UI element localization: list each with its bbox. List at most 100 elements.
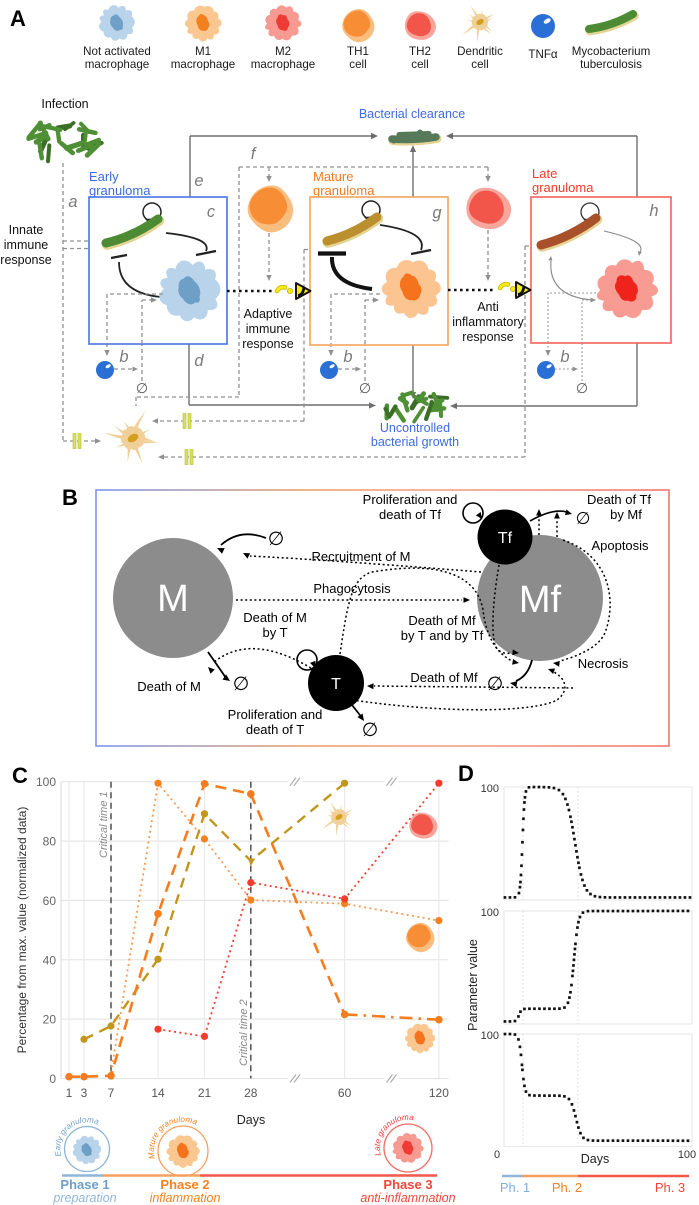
svg-text:Death of Mf: Death of Mf bbox=[410, 670, 478, 685]
svg-text:e: e bbox=[194, 172, 203, 190]
svg-text:response: response bbox=[242, 337, 293, 351]
svg-text:Phase 1: Phase 1 bbox=[60, 1177, 109, 1192]
svg-text:b: b bbox=[343, 348, 352, 366]
svg-text:Critical time 1: Critical time 1 bbox=[98, 791, 110, 858]
svg-text:Mycobacterium: Mycobacterium bbox=[572, 45, 651, 58]
svg-text:120: 120 bbox=[429, 1086, 449, 1100]
svg-text:100: 100 bbox=[481, 907, 499, 919]
svg-text:Apoptosis: Apoptosis bbox=[591, 538, 649, 553]
svg-text:Parameter value: Parameter value bbox=[466, 939, 480, 1031]
svg-text:Anti: Anti bbox=[477, 300, 499, 314]
svg-text:7: 7 bbox=[108, 1086, 115, 1100]
svg-text:g: g bbox=[432, 204, 442, 222]
svg-text:Mature: Mature bbox=[313, 169, 353, 184]
svg-text:M1: M1 bbox=[195, 45, 211, 58]
svg-text:Phagocytosis: Phagocytosis bbox=[313, 581, 391, 596]
svg-text:Ph. 3: Ph. 3 bbox=[655, 1180, 685, 1195]
svg-text:100: 100 bbox=[481, 783, 499, 795]
svg-text:0: 0 bbox=[49, 1072, 56, 1086]
svg-text:3: 3 bbox=[81, 1086, 88, 1100]
svg-text:14: 14 bbox=[151, 1086, 165, 1100]
svg-text:granuloma: granuloma bbox=[89, 183, 151, 198]
svg-text:by T and by Tf: by T and by Tf bbox=[401, 628, 484, 643]
svg-text:bacterial growth: bacterial growth bbox=[371, 435, 459, 449]
svg-text:death of Tf: death of Tf bbox=[379, 507, 441, 522]
svg-text:d: d bbox=[194, 352, 204, 370]
svg-text:Recruitment of M: Recruitment of M bbox=[312, 549, 411, 564]
svg-text:inflammation: inflammation bbox=[150, 1191, 221, 1205]
svg-text:TNFα: TNFα bbox=[528, 48, 558, 61]
svg-text:Death of M: Death of M bbox=[137, 679, 201, 694]
svg-text:b: b bbox=[560, 348, 569, 366]
svg-text:by Mf: by Mf bbox=[610, 507, 642, 522]
svg-text:Phase 2: Phase 2 bbox=[160, 1177, 209, 1192]
svg-text:inflammatory: inflammatory bbox=[452, 315, 524, 329]
svg-text:∅: ∅ bbox=[268, 529, 285, 550]
svg-text:tuberculosis: tuberculosis bbox=[580, 58, 642, 71]
svg-text:Early: Early bbox=[89, 169, 119, 184]
svg-text:granuloma: granuloma bbox=[313, 183, 375, 198]
svg-text:c: c bbox=[207, 203, 216, 221]
svg-text:Bacterial clearance: Bacterial clearance bbox=[359, 107, 465, 121]
svg-text:∅: ∅ bbox=[576, 380, 588, 396]
svg-text:M2: M2 bbox=[275, 45, 291, 58]
svg-text:100: 100 bbox=[678, 1149, 696, 1161]
svg-text:by T: by T bbox=[262, 625, 287, 640]
svg-text:0: 0 bbox=[494, 1149, 500, 1161]
svg-text:∅: ∅ bbox=[359, 380, 371, 396]
svg-text:macrophage: macrophage bbox=[171, 58, 235, 71]
svg-text:death of T: death of T bbox=[246, 722, 304, 737]
svg-text:Days: Days bbox=[237, 1113, 265, 1127]
svg-text:Percentage from max. value (no: Percentage from max. value (normalized d… bbox=[15, 807, 29, 1054]
svg-text:b: b bbox=[119, 348, 128, 366]
svg-text:h: h bbox=[649, 202, 658, 220]
svg-text:∅: ∅ bbox=[487, 674, 504, 695]
svg-text:60: 60 bbox=[43, 894, 57, 908]
svg-text:macrophage: macrophage bbox=[251, 58, 315, 71]
svg-text:Adaptive: Adaptive bbox=[244, 307, 293, 321]
svg-text:80: 80 bbox=[43, 835, 57, 849]
svg-text:B: B bbox=[62, 485, 78, 510]
svg-text:Mf: Mf bbox=[519, 579, 562, 621]
svg-text:100: 100 bbox=[36, 775, 56, 789]
svg-text:a: a bbox=[68, 193, 77, 211]
svg-text:20: 20 bbox=[43, 1013, 57, 1027]
svg-text:T: T bbox=[331, 676, 341, 693]
svg-text:100: 100 bbox=[481, 1030, 499, 1042]
svg-text:cell: cell bbox=[411, 58, 428, 71]
svg-text:immune: immune bbox=[4, 238, 49, 252]
svg-text:28: 28 bbox=[244, 1086, 258, 1100]
svg-text:Not activated: Not activated bbox=[83, 45, 151, 58]
svg-text:TH2: TH2 bbox=[409, 45, 431, 58]
svg-text:cell: cell bbox=[471, 58, 488, 71]
svg-text:1: 1 bbox=[66, 1086, 73, 1100]
svg-text:Days: Days bbox=[581, 1152, 609, 1166]
svg-text:Tf: Tf bbox=[498, 530, 513, 547]
svg-text:Infection: Infection bbox=[41, 97, 88, 111]
svg-text:A: A bbox=[10, 6, 26, 31]
svg-text:anti-inflammation: anti-inflammation bbox=[360, 1191, 455, 1205]
svg-text:Late: Late bbox=[532, 166, 557, 181]
svg-text:Critical time 2: Critical time 2 bbox=[238, 999, 250, 1066]
svg-text:D: D bbox=[458, 761, 474, 786]
svg-text:Phase 3: Phase 3 bbox=[383, 1177, 432, 1192]
svg-text:f: f bbox=[251, 145, 258, 163]
svg-text:Proliferation and: Proliferation and bbox=[363, 492, 458, 507]
svg-text:granuloma: granuloma bbox=[532, 180, 594, 195]
svg-text:M: M bbox=[157, 578, 189, 620]
svg-text:∅: ∅ bbox=[233, 674, 250, 695]
svg-text:Innate: Innate bbox=[9, 223, 44, 237]
svg-text:Proliferation and: Proliferation and bbox=[228, 707, 323, 722]
svg-text:response: response bbox=[462, 330, 513, 344]
svg-text:40: 40 bbox=[43, 953, 57, 967]
svg-text:immune: immune bbox=[246, 322, 291, 336]
svg-text:Dendritic: Dendritic bbox=[457, 45, 503, 58]
svg-text:∅: ∅ bbox=[576, 509, 591, 528]
svg-text:Ph. 2: Ph. 2 bbox=[552, 1180, 582, 1195]
svg-text:TH1: TH1 bbox=[347, 45, 369, 58]
svg-text:∅: ∅ bbox=[362, 720, 379, 741]
svg-text:response: response bbox=[0, 253, 51, 267]
svg-text:Necrosis: Necrosis bbox=[578, 656, 629, 671]
svg-text:Death of Mf: Death of Mf bbox=[408, 613, 476, 628]
svg-text:Death of M: Death of M bbox=[243, 610, 307, 625]
